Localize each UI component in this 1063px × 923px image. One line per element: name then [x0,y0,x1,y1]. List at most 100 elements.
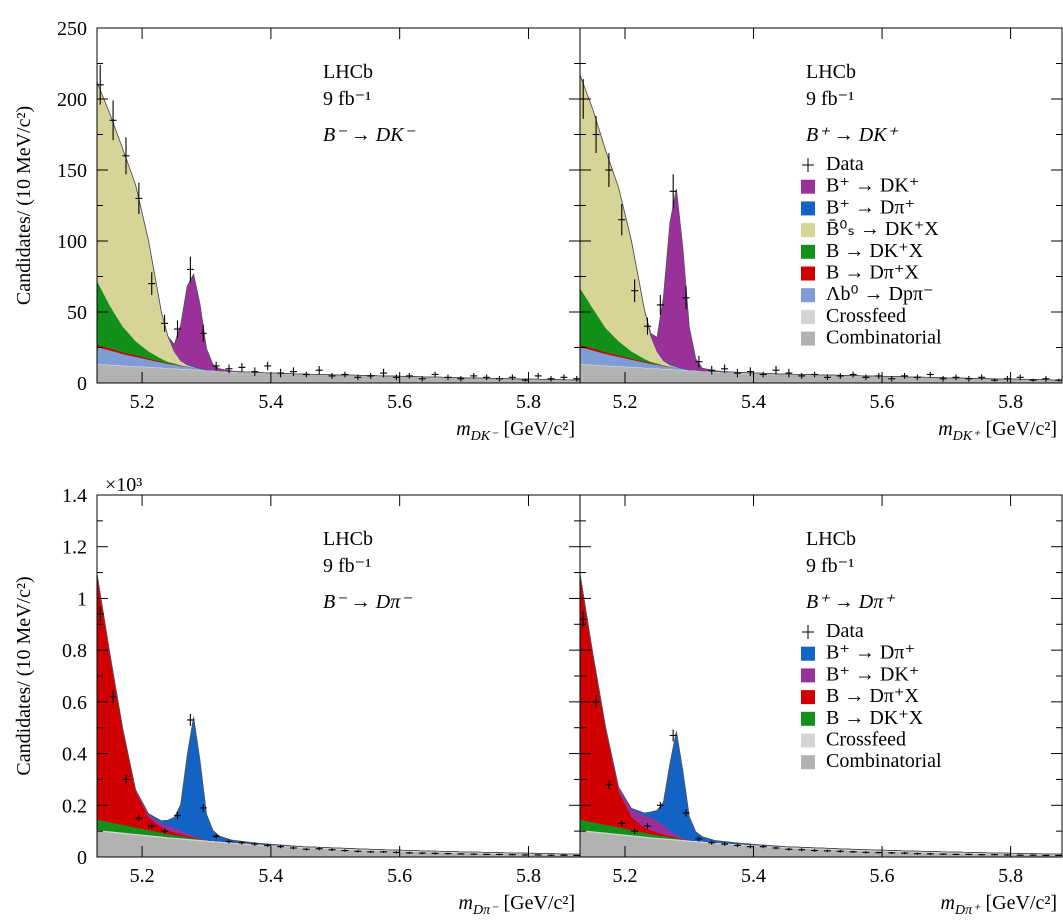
legend-swatch [801,755,815,770]
data-point [573,375,580,382]
data-point [521,378,529,382]
data-point [161,314,169,332]
data-point [418,852,426,855]
data-point [508,853,516,856]
experiment-label: LHCb [806,61,856,83]
data-point [508,374,516,381]
data-point [656,801,664,809]
data-point [277,845,285,849]
data-point [1055,854,1062,856]
decay-label: B⁺ → Dπ⁺ [806,591,895,613]
data-point [888,851,896,854]
data-point [264,843,272,848]
y-tick-label: 1.4 [62,485,87,507]
legend-label: Data [826,620,864,642]
data-point [457,375,465,382]
experiment-label: LHCb [323,61,373,83]
data-point [849,371,857,378]
data-point [122,137,130,175]
y-axis-label: Candidates/ (10 MeV/c²) [13,106,35,305]
data-point [122,775,130,784]
data-point [277,368,285,378]
x-tick-label: 5.4 [258,865,283,887]
total-fit-line [580,74,1062,381]
luminosity-label: 9 fb⁻¹ [323,88,371,110]
data-point [708,365,716,375]
x-tick-label: 5.4 [741,391,766,413]
legend-swatch [801,223,815,238]
data-point [264,361,272,371]
data-point [811,849,819,852]
y-tick-label: 0 [77,373,87,395]
legend-label: Combinatorial [826,327,942,349]
y-tick-label: 0.6 [62,692,87,714]
stacked-area [580,573,1062,855]
data-point [798,848,806,852]
data-point [1042,854,1050,857]
legend-swatch [801,668,815,683]
data-point [392,851,400,854]
data-point [161,828,169,834]
x-axis-label: mDK⁺ [GeV/c²] [938,418,1057,444]
x-label-symbol: m [938,418,952,440]
x-label-subscript: DK⁻ [470,429,499,444]
data-point [148,272,156,295]
data-point [708,840,716,845]
y-tick-label: 50 [67,302,87,324]
legend-label: B → DK⁺X [826,240,924,262]
data-point [135,815,143,822]
decay-label: B⁻ → Dπ⁻ [323,591,412,613]
data-point [643,823,651,829]
data-point [759,371,767,378]
data-point [772,365,780,375]
data-point [759,845,767,849]
legend-label: Combinatorial [826,750,942,772]
data-point [991,853,999,856]
data-point [289,367,297,376]
data-point [836,373,844,379]
data-point [109,100,117,141]
data-point [888,375,896,382]
data-point [521,854,529,856]
legend-label: B → DK⁺X [826,707,924,729]
data-point [746,367,754,376]
x-axis-label: mDπ⁺ [GeV/c²] [941,892,1057,918]
data-point [862,851,870,854]
data-point [392,374,400,381]
x-axis-label: mDπ⁻ [GeV/c²] [459,892,575,918]
data-point [405,373,413,379]
data-point [186,256,194,283]
data-point [849,850,857,853]
data-point [444,852,452,855]
x-label-unit: [GeV/c²] [985,892,1057,914]
data-point [965,853,973,856]
y-tick-label: 200 [57,89,87,111]
legend-label: B → Dπ⁺X [826,262,919,284]
data-point [212,833,220,839]
data-point [483,853,491,856]
x-tick-label: 5.8 [998,865,1023,887]
y-tick-label: 1 [77,588,87,610]
legend-label: B⁺ → DK⁺ [826,663,919,685]
legend-swatch [801,733,815,748]
data-point [746,844,754,849]
data-point [669,729,677,742]
data-point [367,850,375,853]
y-tick-label: 1.2 [62,537,87,559]
data-point [605,780,613,789]
data-point [913,374,921,381]
y-tick-label: 0.4 [62,744,87,766]
legend-swatch [801,711,815,726]
data-point [534,854,542,856]
x-label-subscript: Dπ⁺ [954,903,981,918]
plot-area [580,573,1062,857]
data-point [978,853,986,856]
data-point [302,371,310,378]
luminosity-label: 9 fb⁻¹ [806,555,854,577]
data-point [823,849,831,853]
stacked-area [97,573,580,855]
legend-swatch [801,690,815,705]
plot-area [97,64,580,383]
